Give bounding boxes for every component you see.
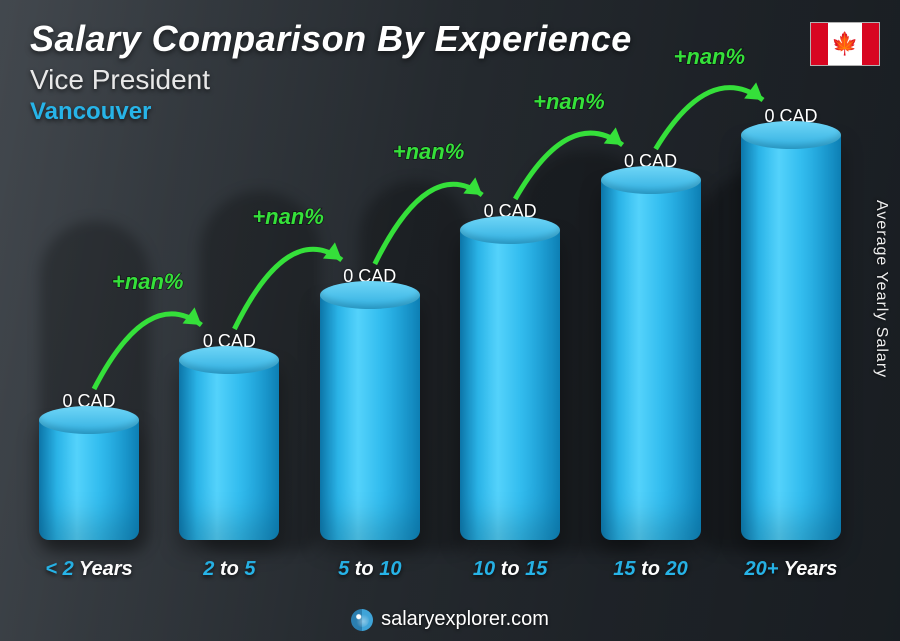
bar-column: 0 CAD20+ Years [732, 106, 850, 581]
bar-body [741, 135, 841, 540]
bar-body [601, 180, 701, 540]
bar-top-ellipse [460, 216, 560, 244]
bar-body [460, 230, 560, 540]
bar-column: 0 CAD< 2 Years [30, 391, 148, 581]
bar [601, 180, 701, 540]
bar-top-ellipse [179, 346, 279, 374]
bar-top-ellipse [601, 166, 701, 194]
bar [39, 420, 139, 540]
bar-column: 0 CAD10 to 15 [451, 201, 569, 581]
bar-body [179, 360, 279, 540]
y-axis-label: Average Yearly Salary [872, 200, 890, 378]
bar [741, 135, 841, 540]
x-axis-label: 15 to 20 [613, 558, 688, 581]
delta-arc-arrowhead [744, 82, 763, 100]
bar-column: 0 CAD15 to 20 [592, 151, 710, 581]
delta-label: +nan% [674, 44, 746, 69]
bar-body [39, 420, 139, 540]
bar [460, 230, 560, 540]
bar-top-ellipse [39, 406, 139, 434]
bar-body [320, 295, 420, 540]
site-name: salaryexplorer.com [381, 608, 549, 631]
infographic-stage: Salary Comparison By Experience Vice Pre… [0, 0, 900, 641]
flag-band-left [811, 23, 828, 65]
bar-column: 0 CAD5 to 10 [311, 266, 429, 581]
x-axis-label: 10 to 15 [473, 558, 548, 581]
flag-center: 🍁 [828, 23, 862, 65]
bar [320, 295, 420, 540]
footer: salaryexplorer.com [0, 608, 900, 631]
bar-chart: 0 CAD< 2 Years0 CAD2 to 50 CAD5 to 100 C… [30, 101, 850, 581]
x-axis-label: < 2 Years [45, 558, 132, 581]
x-axis-label: 2 to 5 [203, 558, 255, 581]
x-axis-label: 5 to 10 [338, 558, 401, 581]
chart-title: Salary Comparison By Experience [30, 18, 632, 60]
bar [179, 360, 279, 540]
country-flag-canada: 🍁 [810, 22, 880, 66]
flag-band-right [862, 23, 879, 65]
bar-top-ellipse [741, 121, 841, 149]
bar-column: 0 CAD2 to 5 [170, 331, 288, 581]
bar-top-ellipse [320, 281, 420, 309]
x-axis-label: 20+ Years [745, 558, 838, 581]
site-logo-icon [351, 609, 373, 631]
chart-subtitle: Vice President [30, 64, 632, 96]
maple-leaf-icon: 🍁 [831, 33, 858, 55]
